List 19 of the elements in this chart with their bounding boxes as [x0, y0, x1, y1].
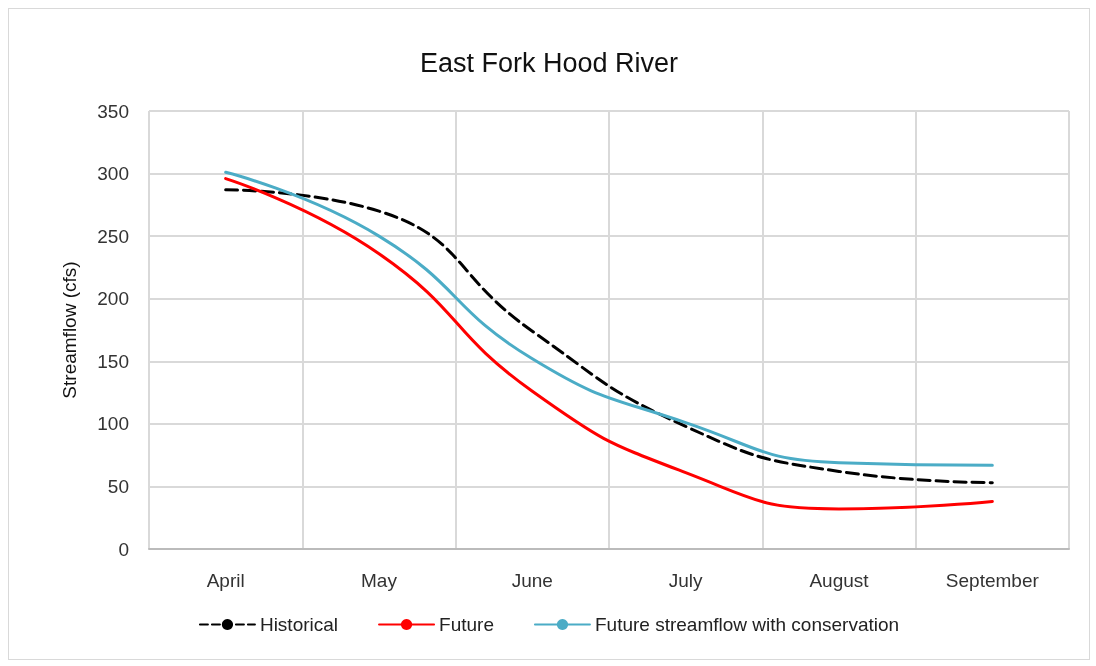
- x-tick-label: August: [809, 570, 870, 591]
- x-tick-label: May: [361, 570, 398, 591]
- y-tick-label: 150: [97, 350, 129, 372]
- legend-label: Future streamflow with conservation: [594, 614, 900, 635]
- x-tick-label: June: [511, 570, 553, 591]
- y-tick-label: 200: [97, 288, 129, 310]
- y-tick-label: 250: [97, 225, 129, 247]
- legend-label: Historical: [259, 614, 339, 635]
- x-tick-label: July: [668, 570, 704, 591]
- legend-label: Future: [439, 614, 494, 635]
- y-axis-title: Streamflow (cfs): [59, 261, 80, 399]
- x-tick-label: April: [206, 570, 245, 591]
- x-tick-label: September: [945, 570, 1040, 591]
- y-tick-label: 300: [97, 163, 129, 185]
- y-tick-label: 100: [97, 413, 129, 435]
- chart-title: East Fork Hood River: [419, 47, 679, 78]
- y-tick-label: 0: [118, 538, 129, 560]
- y-tick-label: 50: [107, 475, 129, 497]
- y-tick-label: 350: [97, 100, 129, 122]
